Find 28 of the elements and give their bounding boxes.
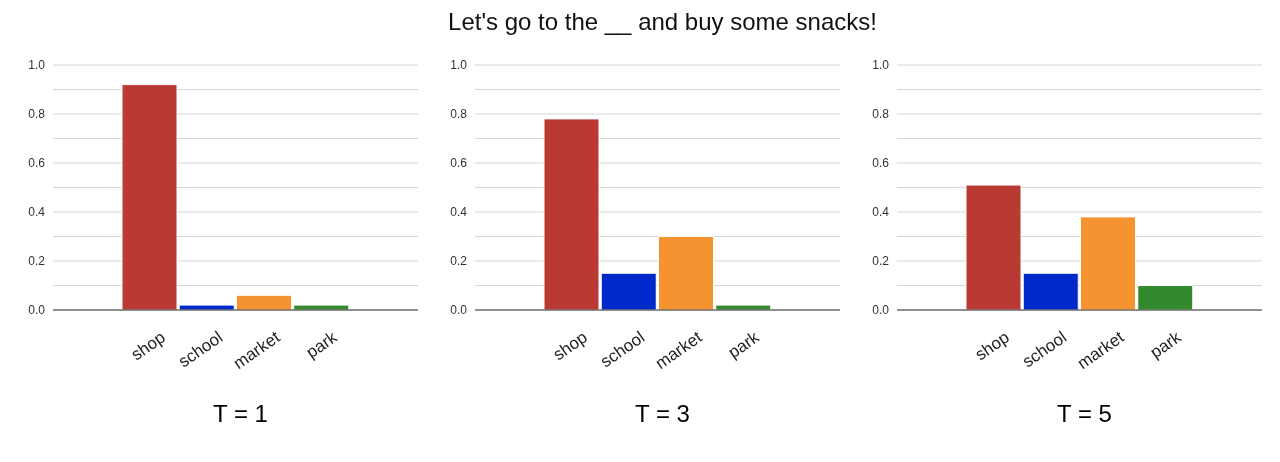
y-tick-label: 0.8 <box>450 107 468 122</box>
y-tick-label: 0.4 <box>28 205 46 220</box>
y-tick-label: 0.4 <box>450 205 468 220</box>
y-tick-label: 1.0 <box>872 58 890 73</box>
x-tick-label: park <box>724 327 763 363</box>
y-tick-label: 0.2 <box>872 254 890 269</box>
y-tick-label: 0.6 <box>28 156 46 171</box>
y-tick-label: 0.8 <box>872 107 890 122</box>
y-tick-label: 0.2 <box>450 254 468 269</box>
y-tick-label: 1.0 <box>450 58 468 73</box>
x-tick-label: shop <box>549 327 591 365</box>
y-tick-label: 0.0 <box>28 303 46 318</box>
x-tick-label: park <box>302 327 341 363</box>
x-axis-title: T = 1 <box>212 400 269 428</box>
y-tick-label: 0.6 <box>872 156 890 171</box>
y-tick-label: 1.0 <box>28 58 46 73</box>
x-tick-label: park <box>1146 327 1185 363</box>
y-tick-label: 0.6 <box>450 156 468 171</box>
x-axis-title: T = 3 <box>634 400 691 428</box>
y-tick-label: 0.0 <box>872 303 890 318</box>
y-tick-label: 0.2 <box>28 254 46 269</box>
x-axis-title: T = 5 <box>1056 400 1113 428</box>
x-tick-label: shop <box>971 327 1013 365</box>
y-tick-label: 0.0 <box>450 303 468 318</box>
y-tick-label: 0.4 <box>872 205 890 220</box>
x-tick-label: shop <box>127 327 169 365</box>
y-tick-label: 0.8 <box>28 107 46 122</box>
chart-title: Let's go to the __ and buy some snacks! <box>448 8 877 37</box>
